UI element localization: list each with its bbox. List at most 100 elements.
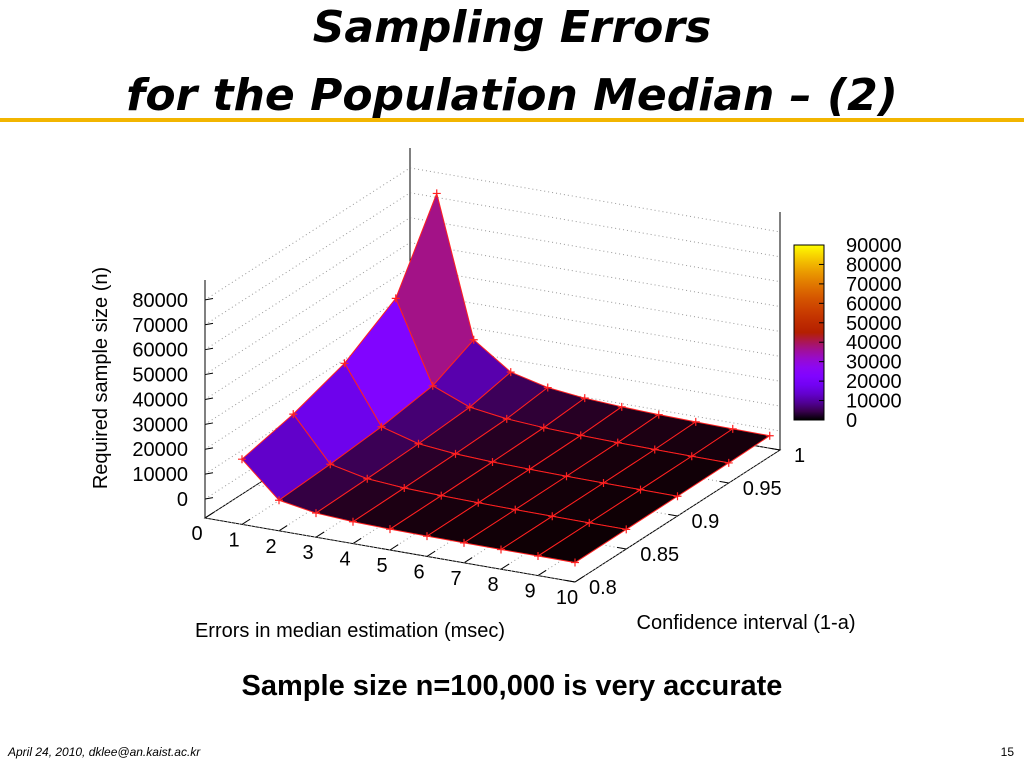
data-point [506,368,515,377]
x-tick-label: 5 [376,555,387,577]
title-line: for the Population Median – (2) [126,70,898,121]
z-tick [204,447,214,450]
colorbar-tick-label: 80000 [846,254,902,276]
y-tick-label: 1 [794,445,805,467]
x-tick-label: 8 [487,574,498,596]
data-point [622,525,631,534]
z-tick-label: 20000 [132,439,188,461]
y-tick-label: 0.8 [589,577,617,599]
data-point [673,492,682,501]
data-point [340,359,349,368]
data-point [534,552,542,561]
data-point [576,431,585,440]
x-tick-label: 10 [556,587,578,609]
data-point [691,417,700,426]
z-tick [204,472,214,475]
data-point [326,460,335,469]
colorbar [793,244,825,421]
grid-line [204,517,576,583]
data-point [451,449,460,458]
data-point [548,512,557,521]
data-point [391,294,400,303]
grid-line [204,192,781,326]
x-tick [574,576,584,583]
data-point [654,410,663,419]
z-tick [204,397,214,400]
data-point [488,457,497,466]
data-point [617,402,626,411]
colorbar-tick-label: 20000 [846,371,902,393]
data-point [728,424,737,433]
x-tick [463,557,473,564]
colorbar-tick-label: 30000 [846,352,902,374]
y-tick-label: 0.9 [692,511,720,533]
colorbar-tick-label: 70000 [846,274,902,296]
grid-line [574,449,781,583]
y-tick [565,579,576,583]
data-point [636,485,645,494]
colorbar-tick-label: 60000 [846,293,902,315]
data-point [428,381,437,390]
data-point [650,445,659,454]
y-tick [616,546,627,550]
z-tick [204,298,214,301]
x-tick-label: 3 [302,542,313,564]
grid-line [204,242,781,375]
z-tick-label: 0 [177,489,188,511]
data-point [238,455,246,464]
data-point [502,414,511,423]
z-axis-label: Required sample size (n) [90,267,112,489]
z-tick-label: 40000 [132,389,188,411]
title-line: Sampling Errors [312,2,712,53]
colorbar-tick-label: 10000 [846,391,902,413]
colorbar-tick-label: 50000 [846,313,902,335]
x-tick [352,537,362,545]
x-tick [278,525,288,532]
x-tick-label: 4 [339,549,350,571]
data-point [460,538,468,547]
data-point [599,479,608,488]
x-tick-label: 1 [228,529,239,551]
y-tick [770,447,781,451]
data-point [423,532,431,541]
data-point [511,505,520,514]
x-tick [500,563,510,570]
page-number: 15 [1000,745,1014,759]
data-point [289,410,298,419]
x-tick [426,550,436,557]
y-tick-label: 0.85 [640,544,679,566]
data-point [539,423,548,432]
grid-line [241,391,448,525]
z-tick-label: 10000 [132,464,188,486]
colorbar-tick-label: 40000 [846,332,902,354]
x-tick-label: 2 [265,536,276,558]
grid-line [204,167,781,301]
z-tick-label: 60000 [132,340,188,362]
data-point [580,394,589,403]
grid-line [204,385,411,519]
x-tick [537,569,547,577]
z-tick-label: 70000 [132,315,188,337]
caption: Sample size n=100,000 is very accurate [241,670,783,702]
data-point [543,383,552,392]
data-point [377,422,386,431]
data-point [465,403,474,412]
x-tick [204,512,214,519]
data-point [275,496,283,505]
z-tick-label: 80000 [132,290,188,312]
data-point [585,518,594,527]
z-tick [204,322,214,326]
data-point [724,458,733,467]
z-tick-label: 30000 [132,414,188,436]
x-tick-label: 6 [413,561,424,583]
data-point [432,189,441,198]
grid-line [204,217,781,351]
data-point [437,491,446,500]
y-tick [719,480,729,484]
x-tick-label: 0 [191,523,202,545]
data-point [525,465,534,474]
data-point [497,545,505,554]
title-rule [0,118,1024,122]
chart: Required sample size (n) Errors in media… [90,148,902,642]
z-tick [204,347,214,351]
